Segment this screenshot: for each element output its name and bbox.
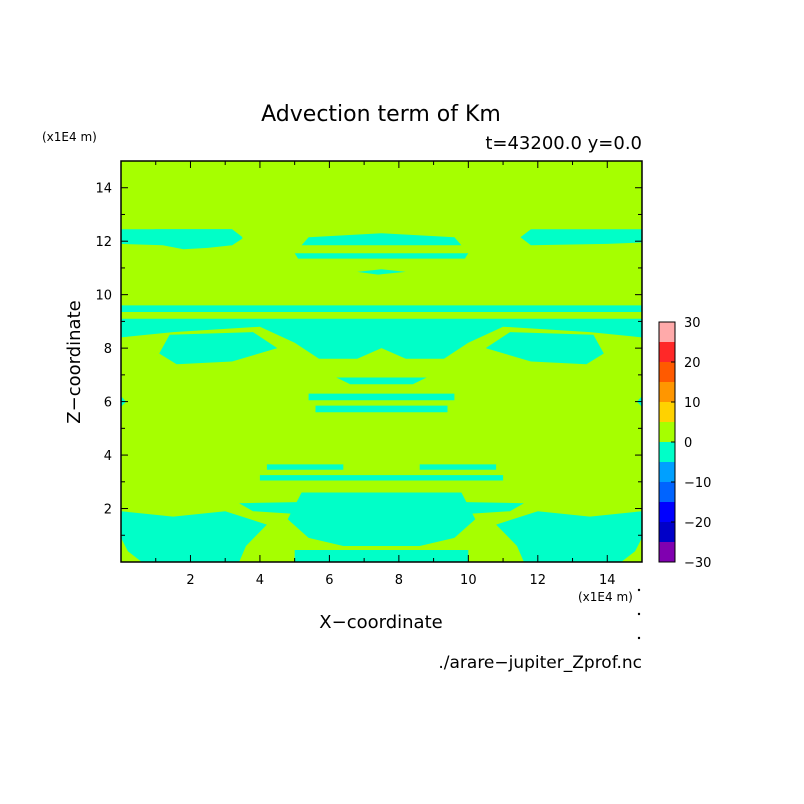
x-axis-unit: (x1E4 m) [578,590,633,604]
colorbar-swatch [659,382,675,402]
contour-region [266,464,344,470]
annotation-marks [637,588,641,640]
colorbar: 30 20 10 0 −10 −20 −30 [658,316,711,571]
contour-region [121,318,642,359]
colorbar-swatch [659,542,675,562]
colorbar-swatch [659,402,675,422]
contour-region [294,253,469,259]
chart-title: Advection term of Km [261,102,501,127]
contour-region [121,229,243,250]
colorbar-swatch [659,442,675,462]
colorbar-swatch [659,502,675,522]
source-filename: ./arare−jupiter_Zprof.nc [438,653,642,673]
x-tick-label: 12 [530,573,547,588]
contour-region [520,229,642,246]
colorbar-swatch [659,362,675,382]
contour-region [419,464,497,470]
colorbar-swatch [659,522,675,542]
colorbar-label: −10 [684,476,711,491]
plot-frame [120,160,643,563]
x-tick-label: 2 [186,573,194,588]
contour-region [357,269,406,275]
contour-region [496,511,642,562]
x-axis-ticks: 2 4 6 8 10 12 14 [120,161,643,588]
x-tick-label: 14 [599,573,616,588]
x-axis-label: X−coordinate [319,612,442,633]
x-tick-label: 10 [460,573,477,588]
contour-region [301,233,462,246]
colorbar-label: −20 [684,516,711,531]
y-tick-label: 4 [104,449,112,464]
colorbar-swatch [659,422,675,442]
y-axis-ticks: 2 4 6 8 10 12 14 [95,160,642,563]
colorbar-swatch [659,482,675,502]
y-tick-label: 14 [95,182,112,197]
contour-region [294,550,469,562]
contour-region [308,393,455,401]
y-tick-label: 12 [95,235,112,250]
contour-region [451,501,524,514]
contour-region [315,405,448,413]
colorbar-swatch [659,322,675,342]
contour-region [259,475,504,481]
contour-region [336,377,427,385]
colorbar-label: 30 [684,316,701,331]
contour-region [239,501,312,514]
colorbar-swatch [659,342,675,362]
colorbar-label: −30 [684,556,711,571]
contour-region [121,305,642,312]
y-tick-label: 8 [104,342,112,357]
y-tick-label: 10 [95,289,112,304]
contour-region [159,332,278,365]
colorbar-swatch [659,462,675,482]
colorbar-label: 10 [684,396,701,411]
colorbar-label: 20 [684,356,701,371]
contour-region [287,492,476,546]
chart-subtitle: t=43200.0 y=0.0 [485,133,642,154]
contour-region [121,511,267,562]
x-tick-label: 6 [325,573,333,588]
y-tick-label: 6 [104,396,112,411]
y-axis-label: Z−coordinate [64,300,85,423]
colorbar-label: 0 [684,436,692,451]
x-tick-label: 4 [256,573,264,588]
x-tick-label: 8 [395,573,403,588]
plot-area [120,160,643,563]
y-tick-label: 2 [104,503,112,518]
y-axis-unit: (x1E4 m) [42,130,97,144]
contour-region [485,332,604,365]
